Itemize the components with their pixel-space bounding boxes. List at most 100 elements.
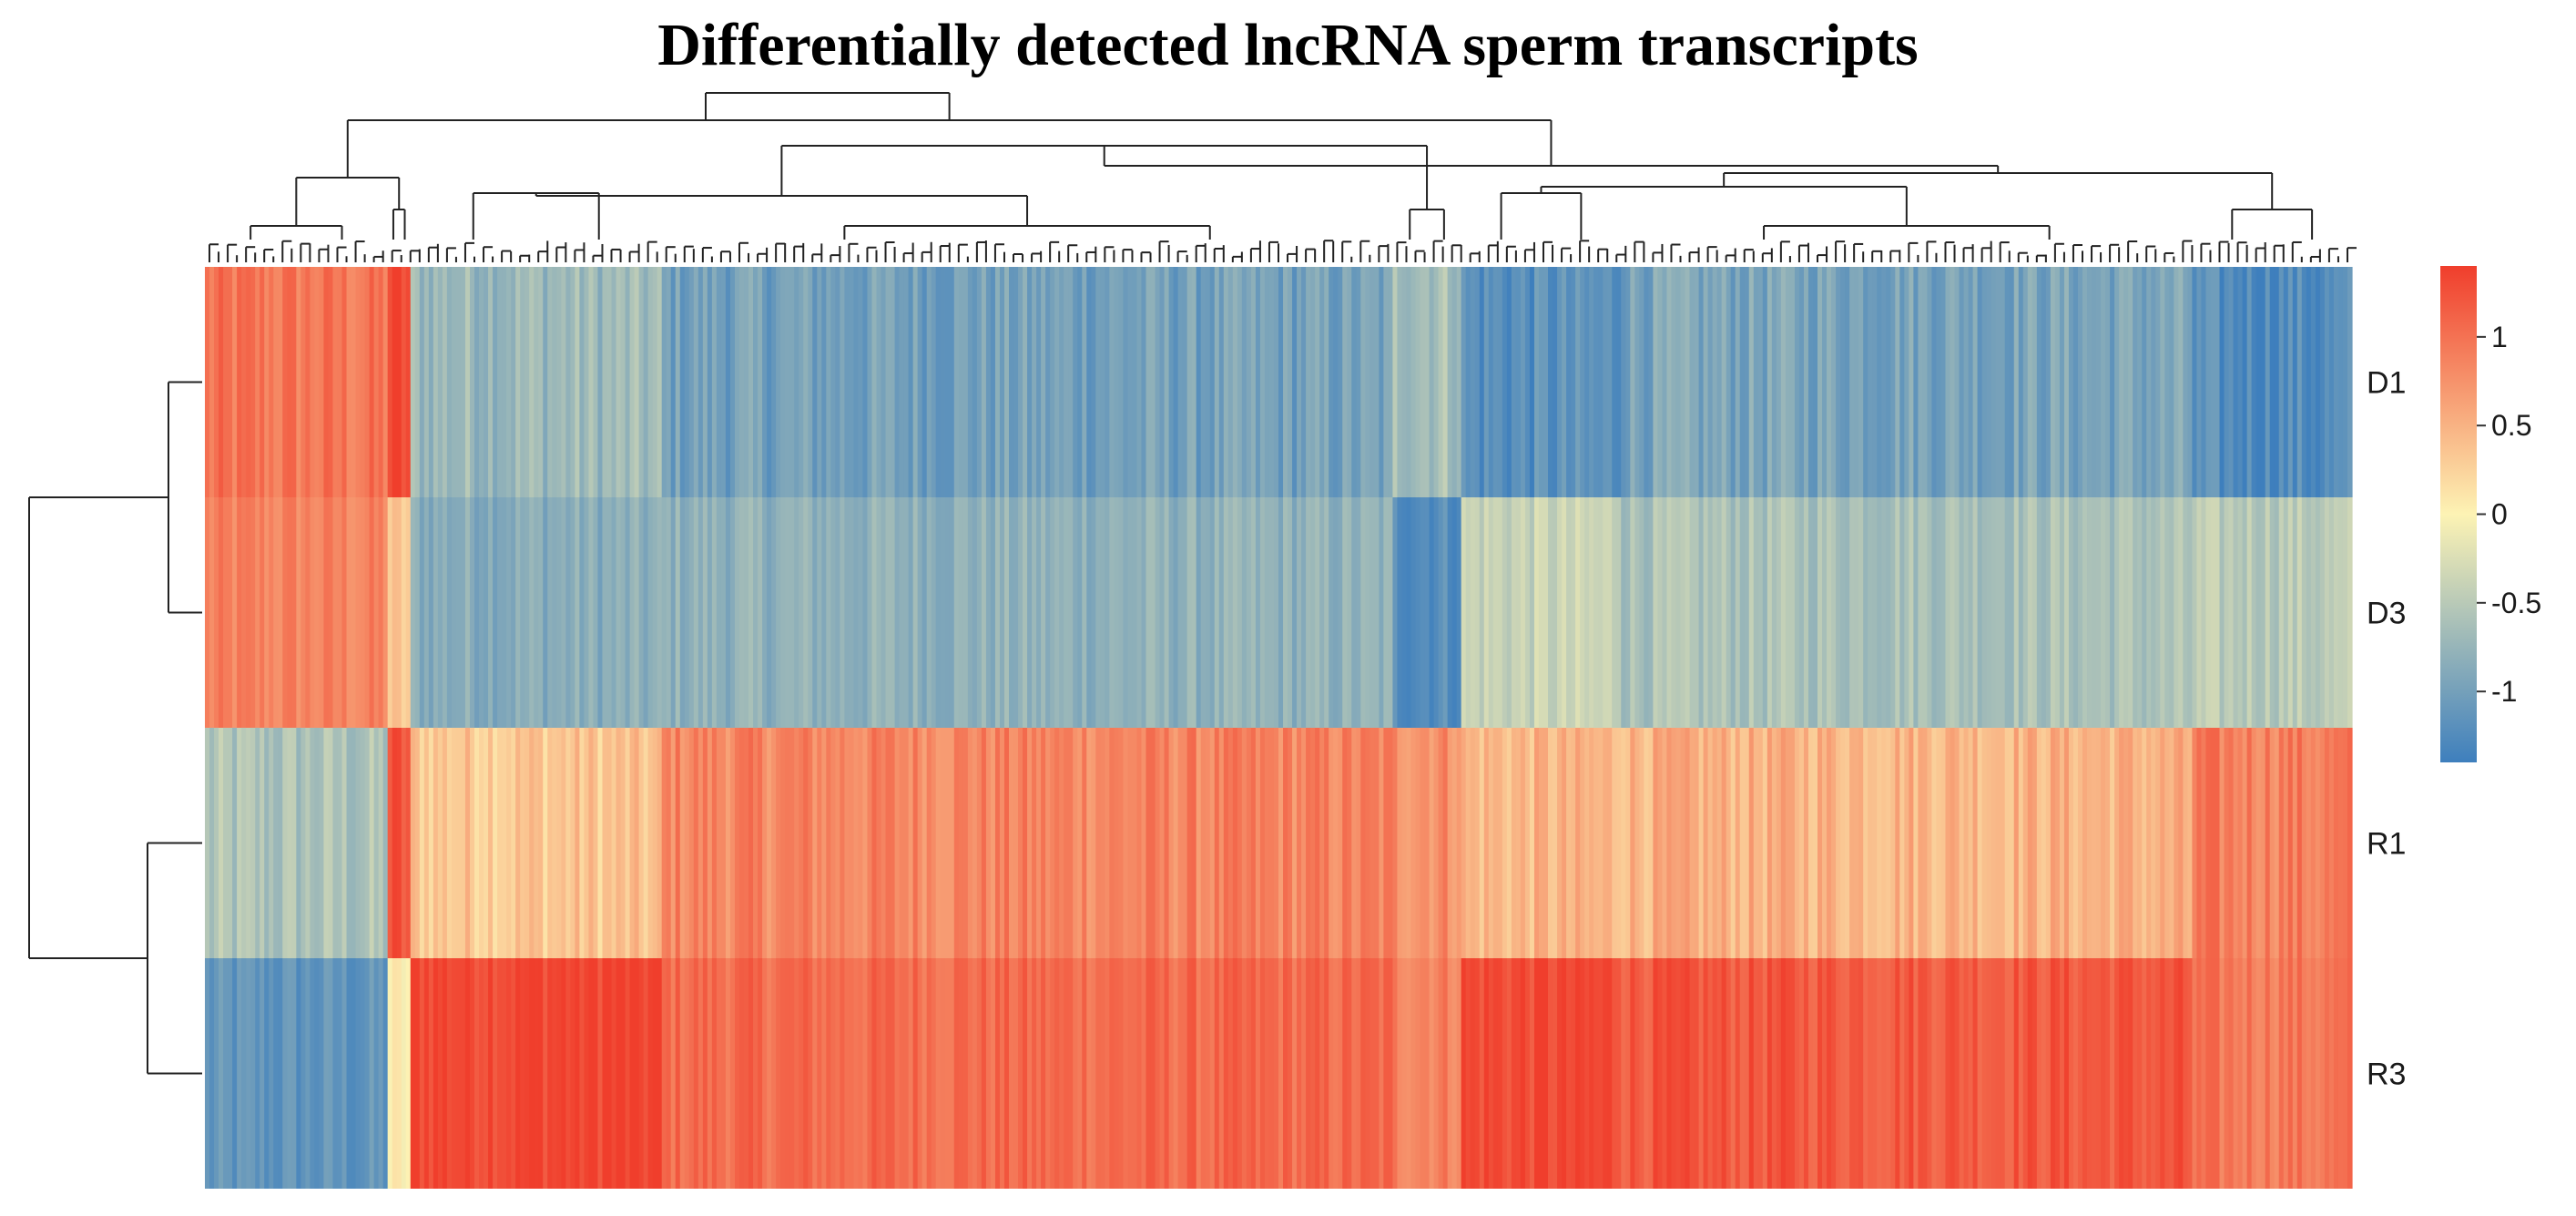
heatmap-cell [1845,728,1850,958]
heatmap-cell [1218,728,1225,958]
heatmap-cell [1872,958,1878,1189]
heatmap-cell [858,497,864,728]
heatmap-cell [2151,728,2156,958]
heatmap-cell [1123,728,1129,958]
heatmap-cell [1342,958,1348,1189]
heatmap-cell [228,267,233,497]
heatmap-cell [776,497,781,728]
heatmap-cell [1465,728,1471,958]
heatmap-cell [967,958,973,1189]
heatmap-cell [2142,497,2147,728]
heatmap-cell [1831,267,1837,497]
heatmap-cell [442,267,448,497]
heatmap-cell [1726,728,1732,958]
heatmap-cell [789,958,795,1189]
heatmap-cell [734,267,740,497]
heatmap-cell [967,497,973,728]
heatmap-cell [2342,497,2348,728]
heatmap-cell [305,267,311,497]
heatmap-cell [414,728,421,958]
heatmap-cell [1145,267,1152,497]
heatmap-cell [1648,958,1654,1189]
heatmap-cell [1200,267,1207,497]
heatmap-cell [1520,267,1526,497]
heatmap-cell [1680,497,1686,728]
heatmap-cell [1895,958,1900,1189]
heatmap-cell [981,267,987,497]
heatmap-cell [1703,497,1709,728]
heatmap-cell [529,497,535,728]
heatmap-cell [529,267,535,497]
heatmap-cell [1959,497,1965,728]
heatmap-cell [917,497,923,728]
heatmap-cell [1297,497,1302,728]
heatmap-cell [1301,497,1307,728]
heatmap-cell [1945,958,1951,1189]
heatmap-cell [812,497,818,728]
heatmap-cell [1598,728,1604,958]
heatmap-cell [1073,728,1078,958]
heatmap-cell [1177,497,1184,728]
heatmap-cell [657,728,663,958]
heatmap-cell [1735,267,1741,497]
heatmap-cell [442,497,448,728]
heatmap-cell [917,728,923,958]
heatmap-cell [1100,728,1105,958]
heatmap-cell [1863,958,1868,1189]
heatmap-cell [1232,497,1238,728]
heatmap-cell [1634,267,1640,497]
heatmap-cell [2210,728,2216,958]
heatmap-cell [1392,497,1399,728]
heatmap-cell [2022,497,2029,728]
heatmap-cell [1950,728,1956,958]
heatmap-cell [2255,958,2262,1189]
heatmap-cell [464,267,471,497]
heatmap-cell [1013,728,1019,958]
heatmap-cell [269,267,274,497]
heatmap-cell [606,267,613,497]
heatmap-cell [1420,497,1426,728]
heatmap-cell [1136,958,1143,1189]
heatmap-cell [1689,497,1695,728]
heatmap-cell [2246,728,2253,958]
heatmap-cell [1680,267,1686,497]
heatmap-cell [1977,497,1983,728]
heatmap-cell [958,958,964,1189]
heatmap-cell [1292,958,1298,1189]
heatmap-cell [840,267,845,497]
heatmap-cell [1945,267,1951,497]
heatmap-cell [1456,958,1462,1189]
heatmap-cell [1214,958,1220,1189]
heatmap-cell [1812,958,1818,1189]
heatmap-cell [1278,958,1284,1189]
heatmap-cell [2036,267,2042,497]
heatmap-cell [2224,728,2230,958]
heatmap-cell [1451,267,1458,497]
heatmap-cell [625,497,631,728]
heatmap-cell [1415,958,1421,1189]
heatmap-cell [1064,958,1069,1189]
heatmap-cell [1785,728,1791,958]
heatmap-cell [287,958,292,1189]
heatmap-cell [1603,958,1608,1189]
heatmap-cell [1625,958,1631,1189]
heatmap-cell [935,497,942,728]
heatmap-cell [1634,728,1640,958]
heatmap-cell [1981,728,1988,958]
heatmap-cell [1520,958,1526,1189]
heatmap-cell [543,728,548,958]
heatmap-cell [711,497,718,728]
heatmap-cell [716,728,722,958]
heatmap-cell [1365,497,1370,728]
heatmap-cell [1899,958,1905,1189]
heatmap-cell [1041,958,1046,1189]
heatmap-cell [341,267,348,497]
heatmap-cell [1329,267,1334,497]
heatmap-cell [1789,497,1796,728]
heatmap-cell [1259,267,1266,497]
heatmap-cell [328,728,334,958]
heatmap-cell [287,267,292,497]
heatmap-cell [341,958,348,1189]
heatmap-cell [1429,267,1435,497]
heatmap-cell [214,267,219,497]
